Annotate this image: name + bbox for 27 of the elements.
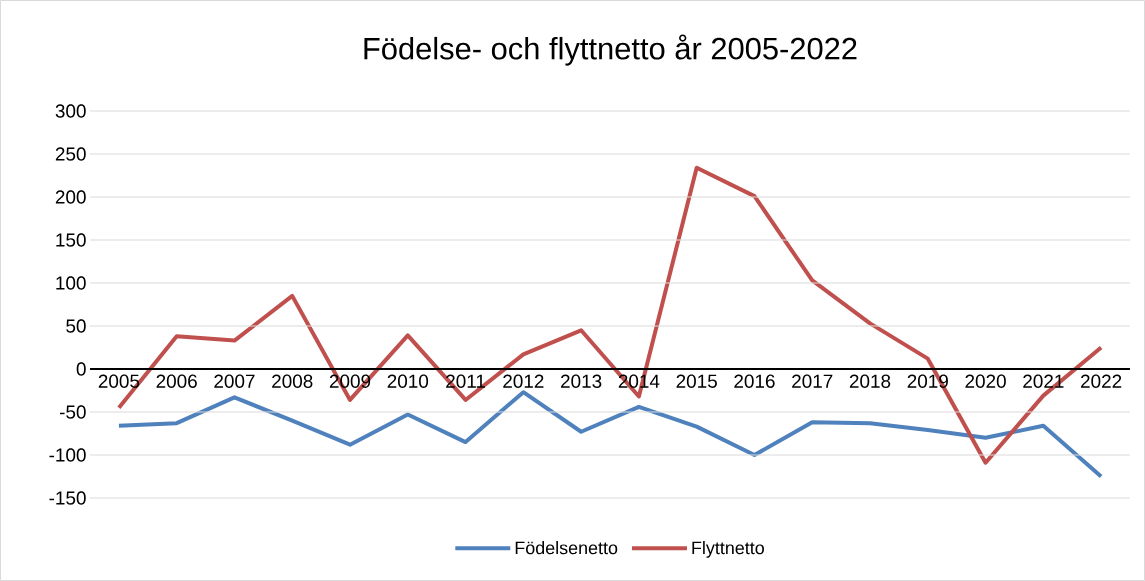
x-tick-label: 2010 [387, 374, 429, 388]
y-tick-label: -50 [59, 405, 86, 419]
x-tick-label: 2018 [849, 374, 891, 388]
x-tick-label: 2005 [98, 374, 140, 388]
x-tick-label: 2013 [561, 374, 602, 388]
x-tick-label: 2015 [676, 374, 717, 388]
line-series [116, 390, 1104, 479]
y-tick-label: 250 [55, 147, 86, 161]
x-tick-label: 2017 [792, 374, 833, 388]
y-tick-label: 200 [55, 190, 86, 204]
legend-label: Flyttnetto [692, 541, 764, 558]
y-tick-label: 0 [76, 362, 86, 376]
legend-label: Födelsenetto [515, 541, 618, 555]
x-tick-label: 2022 [1081, 374, 1122, 388]
y-tick-label: -100 [49, 448, 86, 462]
y-tick-label: 150 [56, 233, 86, 247]
x-tick-label: 2016 [734, 374, 775, 388]
x-tick-label: 2007 [214, 374, 255, 388]
x-tick-label: 2006 [156, 374, 197, 388]
y-tick-label: -150 [49, 491, 86, 505]
y-tick-label: 300 [55, 104, 86, 118]
x-tick-label: 2008 [272, 374, 313, 388]
y-tick-label: 50 [66, 319, 86, 333]
y-tick-label: 100 [56, 276, 86, 290]
x-tick-label: 2020 [965, 374, 1006, 388]
x-tick-label: 2012 [503, 374, 544, 388]
chart-title: Födelse- och flyttnetto år 2005-2022 [364, 34, 857, 66]
